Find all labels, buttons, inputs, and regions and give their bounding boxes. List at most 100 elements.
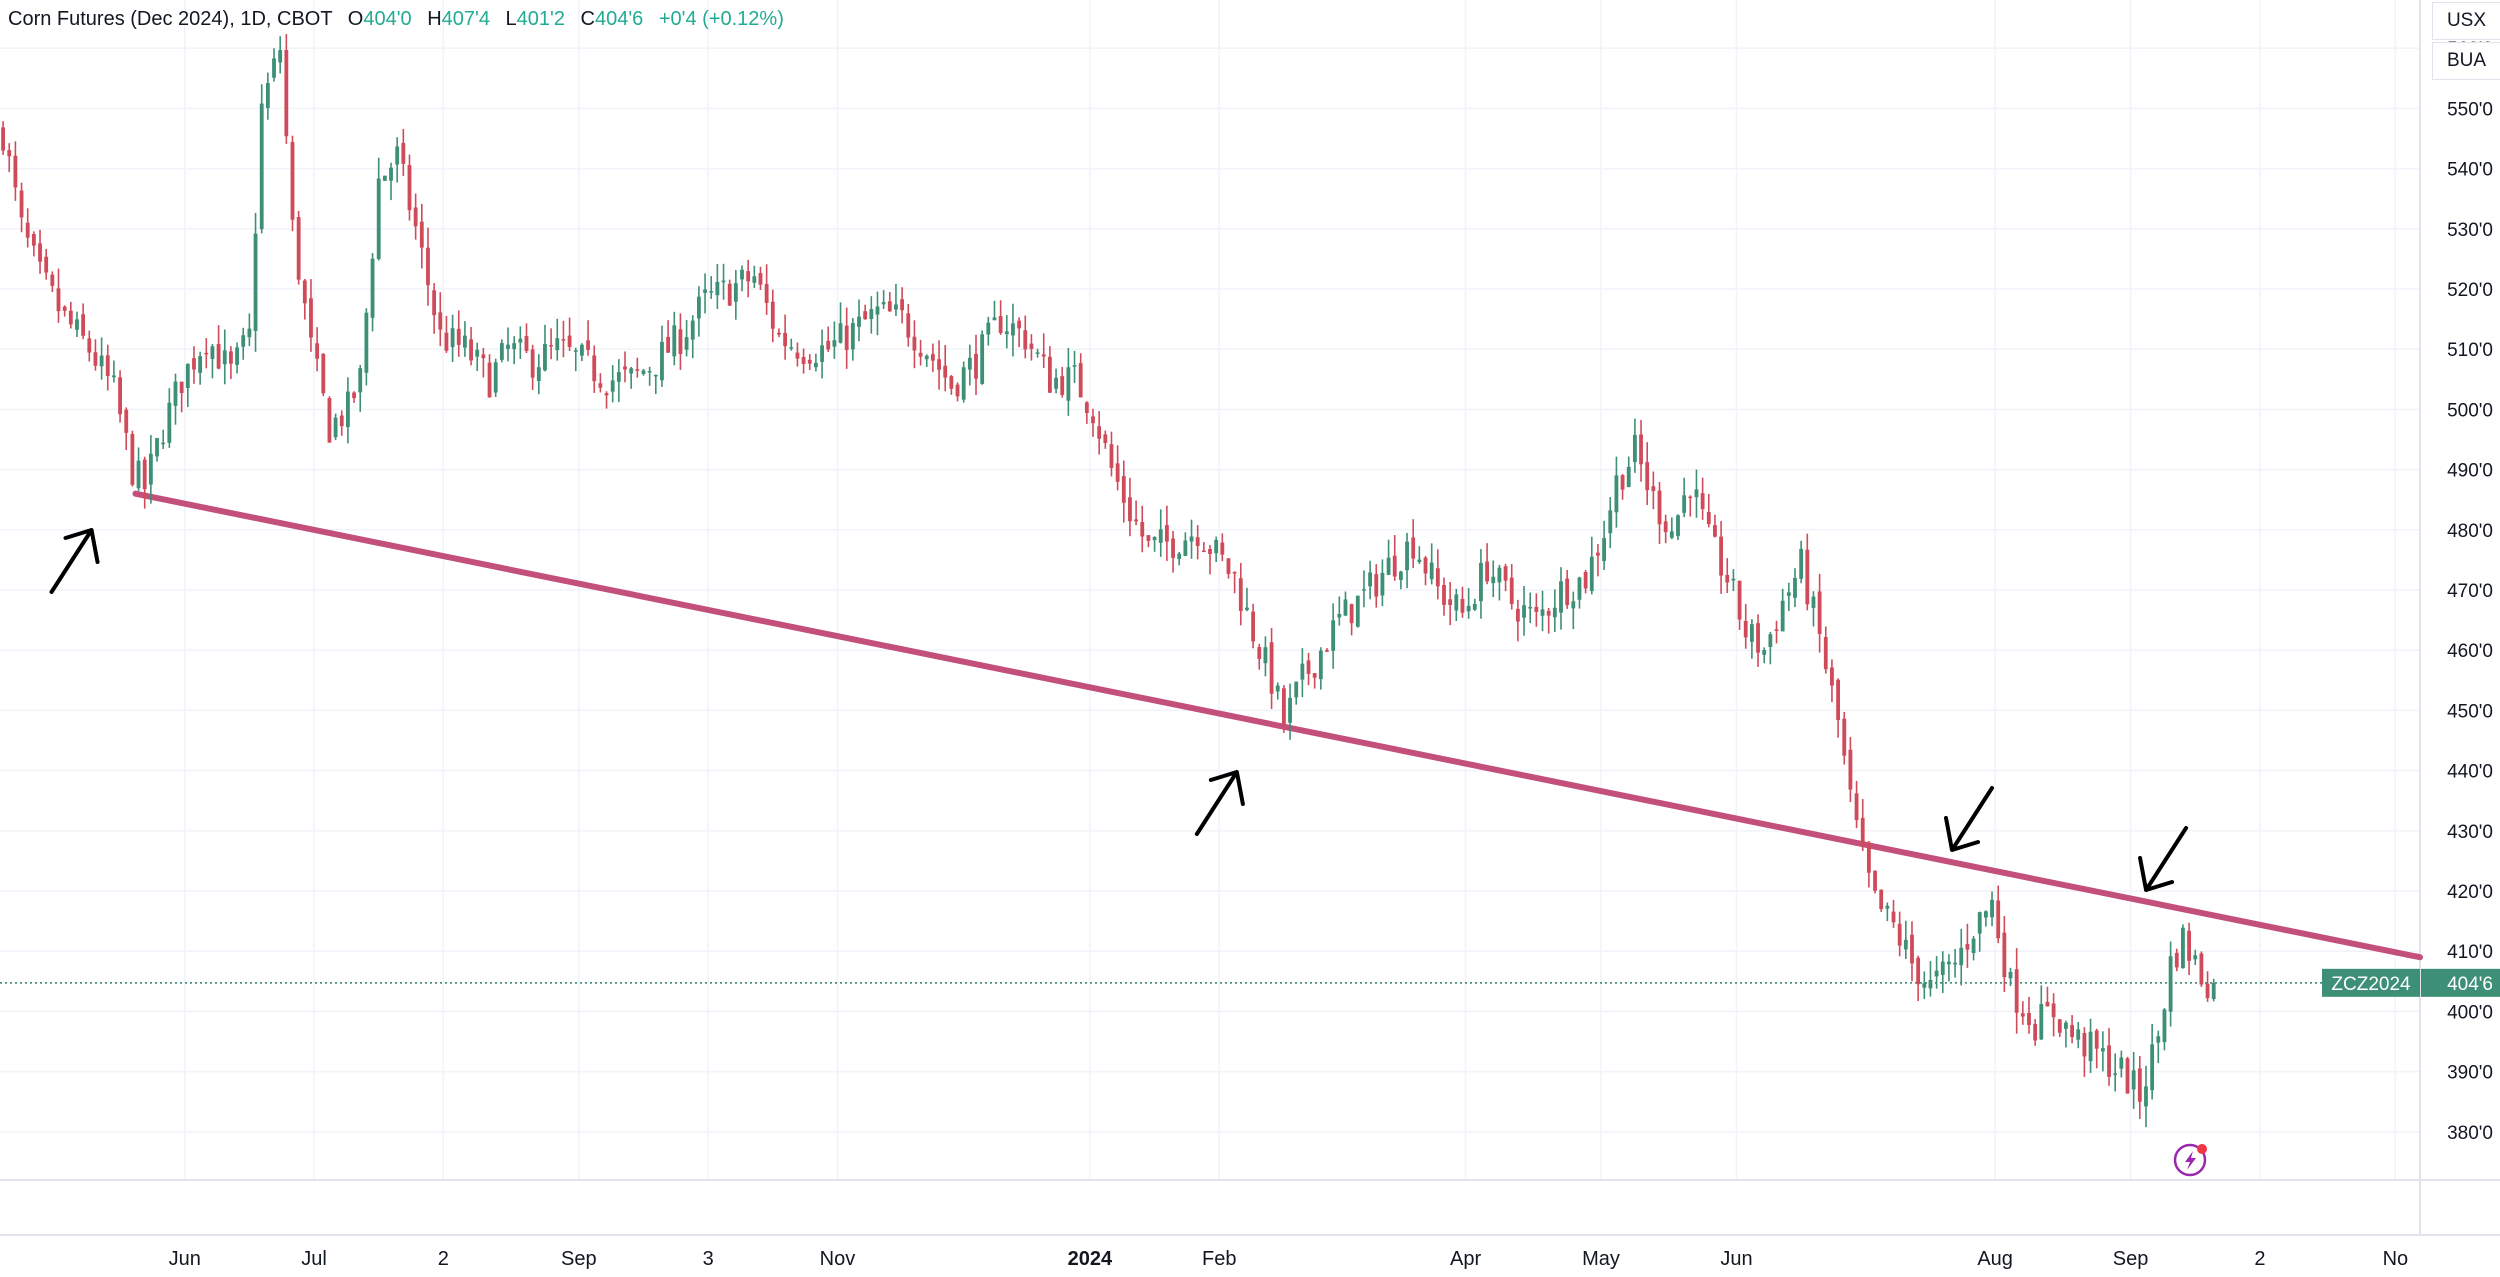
candle-body xyxy=(567,335,572,347)
candle-body xyxy=(807,359,812,364)
candle-body xyxy=(432,290,437,316)
change-value: +0'4 (+0.12%) xyxy=(658,8,784,30)
candle-body xyxy=(2033,1023,2038,1041)
candle-body xyxy=(1134,519,1139,522)
candle-body xyxy=(573,350,578,352)
candle-body xyxy=(401,142,406,164)
candle-body xyxy=(1965,943,1970,950)
candle-body xyxy=(87,338,92,353)
candle-body xyxy=(1004,331,1009,335)
candle-body xyxy=(1589,556,1594,592)
candle-body xyxy=(1386,557,1391,575)
annotation-arrow xyxy=(2138,826,2189,892)
candle-body xyxy=(19,190,24,218)
price-tick-label: 500'0 xyxy=(2447,400,2493,421)
price-tick-label: 390'0 xyxy=(2447,1063,2493,1084)
candle-body xyxy=(469,339,473,361)
candle-body xyxy=(1959,947,1964,966)
time-tick-label: No xyxy=(2383,1248,2409,1270)
candle-body xyxy=(1214,539,1219,554)
candle-body xyxy=(499,343,504,360)
lightning-icon[interactable] xyxy=(2173,1143,2207,1177)
candle-body xyxy=(1836,679,1841,720)
candle-body xyxy=(2199,953,2204,985)
candle-body xyxy=(2064,1022,2068,1029)
candle-body xyxy=(826,340,831,350)
candle-body xyxy=(801,357,806,364)
candle-body xyxy=(1201,550,1206,553)
candle-body xyxy=(31,233,36,246)
candle-body xyxy=(912,336,917,351)
candle-body xyxy=(604,393,609,396)
price-tick-label: 380'0 xyxy=(2447,1123,2493,1144)
candle-body xyxy=(961,367,966,400)
time-axis[interactable]: Jun Jul 2 Sep 3 Nov 2024 Feb Apr May Jun Aug Sep 2 No xyxy=(169,1248,2409,1270)
candle-body xyxy=(752,276,757,283)
candle-body xyxy=(2156,1036,2161,1043)
candle-body xyxy=(653,374,658,377)
candle-body xyxy=(62,306,67,311)
candle-body xyxy=(1392,555,1397,577)
candle-body xyxy=(2144,1086,2148,1107)
candle-body xyxy=(832,340,837,347)
candle-body xyxy=(647,371,652,373)
price-tick-label: 430'0 xyxy=(2447,822,2493,843)
price-tick-label: 400'0 xyxy=(2447,1002,2493,1023)
candle-body xyxy=(1669,531,1674,538)
candle-body xyxy=(709,291,714,293)
candle-body xyxy=(2088,1031,2093,1062)
candle-body xyxy=(130,433,135,485)
candle-body xyxy=(1805,549,1810,605)
candle-body xyxy=(1047,356,1052,393)
price-tag: ZCZ2024 404'6 xyxy=(2322,968,2500,997)
candle-body xyxy=(1694,489,1699,498)
candle-body xyxy=(2070,1025,2074,1037)
candle-body xyxy=(444,332,449,351)
candle-body xyxy=(1971,938,1976,954)
candle-body xyxy=(2113,1073,2118,1075)
candle-body xyxy=(586,340,590,350)
candle-body xyxy=(1651,486,1656,492)
candle-body xyxy=(2211,982,2216,1000)
candle-body xyxy=(875,306,880,315)
candle-body xyxy=(1066,367,1071,401)
symbol-title[interactable]: Corn Futures (Dec 2024), 1D, CBOT xyxy=(8,8,333,30)
candle-body xyxy=(1571,601,1576,609)
candle-body xyxy=(1054,377,1058,389)
candle-body xyxy=(112,375,116,378)
candle-body xyxy=(382,175,387,181)
candle-body xyxy=(1688,496,1693,499)
candle-body xyxy=(1608,510,1613,534)
candle-body xyxy=(1442,584,1446,605)
annotation-arrow xyxy=(1944,786,1995,852)
candle-body xyxy=(746,271,751,282)
candle-body xyxy=(1208,549,1212,554)
candle-body xyxy=(2107,1045,2111,1077)
candle-body xyxy=(1084,402,1089,414)
candle-body xyxy=(68,310,73,325)
candle-body xyxy=(918,352,923,357)
time-tick-label: Sep xyxy=(2113,1248,2149,1270)
candle-body xyxy=(1910,934,1914,964)
candle-body xyxy=(2193,955,2198,960)
currency-button[interactable]: USX xyxy=(2432,2,2500,40)
candle-body xyxy=(346,391,350,428)
candle-body xyxy=(358,368,363,393)
time-tick-label: 2 xyxy=(2254,1248,2265,1270)
candle-body xyxy=(949,376,954,389)
candle-body xyxy=(536,367,541,381)
candle-body xyxy=(1866,842,1871,873)
candle-body xyxy=(1657,490,1662,525)
candle-body xyxy=(296,217,301,280)
price-tag-symbol-bg xyxy=(2322,968,2420,997)
candle-body xyxy=(1226,558,1231,574)
candle-body xyxy=(1417,559,1422,563)
time-tick-label: Nov xyxy=(820,1248,856,1270)
unit-button[interactable]: BUA xyxy=(2432,42,2500,80)
candle-body xyxy=(124,409,129,433)
candle-body xyxy=(148,453,153,485)
candle-body xyxy=(2205,983,2210,999)
candle-body xyxy=(1645,462,1650,491)
candle-body xyxy=(598,383,603,388)
